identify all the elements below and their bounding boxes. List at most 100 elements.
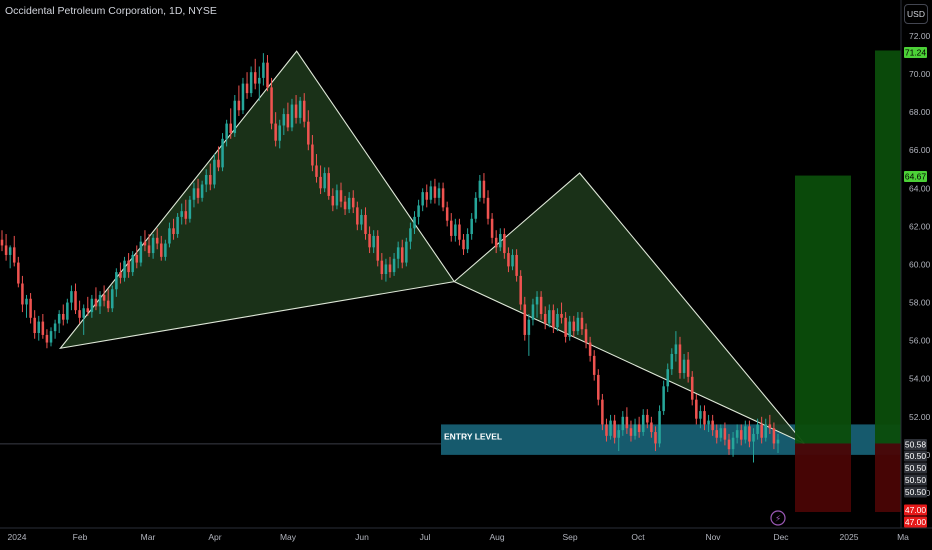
candle: [711, 414, 714, 436]
candle: [119, 262, 122, 284]
candle-body: [217, 159, 220, 168]
candle-body: [584, 329, 588, 343]
candle: [360, 209, 363, 231]
candle-body: [294, 104, 298, 118]
candle: [380, 253, 384, 280]
candle: [29, 293, 32, 324]
candle: [768, 414, 772, 434]
candle-body: [470, 218, 473, 235]
candle-body: [392, 258, 396, 273]
candle: [503, 228, 506, 259]
candle: [160, 235, 163, 261]
candle-body: [311, 144, 314, 166]
candle: [74, 283, 77, 314]
candle: [70, 285, 73, 311]
candle-body: [37, 321, 41, 334]
candle-body: [752, 433, 755, 442]
candle-body: [135, 254, 139, 263]
candle-body: [258, 77, 261, 84]
candle: [543, 306, 547, 330]
candle-body: [482, 180, 486, 198]
replay-button[interactable]: ⚡: [770, 510, 786, 526]
candle: [282, 108, 286, 136]
candle: [650, 416, 653, 438]
candle-body: [70, 291, 73, 303]
candle-body: [323, 173, 326, 189]
candle: [396, 241, 400, 269]
currency-button[interactable]: USD: [904, 4, 928, 24]
candle-body: [690, 376, 694, 400]
candle-body: [433, 186, 437, 198]
candle: [515, 249, 518, 282]
candle-body: [490, 218, 494, 238]
candle: [98, 291, 102, 314]
candle-body: [119, 272, 122, 278]
candle: [519, 270, 522, 311]
candle-body: [625, 416, 629, 429]
candle-body: [302, 100, 306, 122]
price-badge-label: 47.00: [905, 505, 927, 515]
candle-body: [327, 173, 331, 196]
candle: [776, 433, 780, 453]
candle-body: [368, 234, 371, 248]
candle-body: [176, 216, 179, 235]
time-axis[interactable]: 2024 Feb Mar Apr May Jun Jul Aug Sep Oct Nov Dec 202…: [8, 532, 910, 542]
candle: [433, 178, 437, 204]
candle: [535, 291, 539, 318]
x-tick-label: Ma: [897, 532, 909, 542]
candle-body: [731, 437, 735, 450]
candle-body: [307, 121, 310, 145]
candle: [25, 294, 28, 318]
price-badge-label: 47.00: [905, 517, 927, 527]
y-tick-label: 60.00: [909, 259, 931, 269]
candle-body: [143, 241, 147, 246]
candle: [184, 199, 188, 225]
candle: [245, 72, 249, 99]
candle-body: [376, 235, 380, 261]
candle-body: [290, 104, 294, 128]
price-badge: 50.50: [904, 474, 927, 486]
candle: [311, 135, 314, 172]
candle: [539, 291, 543, 320]
x-tick-label: 2025: [840, 532, 859, 542]
candle: [400, 239, 404, 269]
candle-body: [429, 186, 433, 200]
candle: [735, 424, 739, 444]
price-badge-bg: [904, 474, 927, 486]
candle-body: [735, 430, 739, 438]
candle-body: [106, 300, 110, 309]
candle-body: [552, 310, 555, 328]
candle: [548, 304, 551, 328]
candle: [494, 230, 498, 254]
candle: [686, 352, 690, 383]
candle-body: [678, 344, 682, 374]
price-badge-label: 50.58: [905, 440, 927, 450]
candle: [601, 393, 604, 431]
candle: [123, 256, 126, 282]
candle-body: [695, 399, 698, 419]
candle-body: [519, 275, 522, 305]
candle: [33, 310, 36, 339]
candle: [674, 331, 678, 362]
candle: [384, 258, 388, 282]
candle: [111, 285, 114, 313]
candle-body: [711, 420, 714, 431]
candle-body: [249, 72, 253, 94]
candle-body: [253, 72, 257, 84]
candle: [744, 420, 747, 444]
candle-body: [682, 359, 686, 374]
candle: [449, 213, 453, 242]
candle-body: [650, 422, 653, 433]
candle: [8, 245, 12, 269]
candle-body: [74, 291, 77, 311]
candle-body: [768, 424, 772, 429]
candle: [45, 329, 49, 349]
candle: [164, 239, 167, 261]
candle-body: [715, 430, 719, 438]
candle-body: [17, 262, 20, 284]
price-axis[interactable]: 72.00 70.00 68.00 66.00 64.00 62.00 60.00 58.00…: [909, 31, 931, 498]
candle: [221, 133, 224, 172]
candle: [695, 393, 698, 425]
candle: [617, 424, 620, 452]
